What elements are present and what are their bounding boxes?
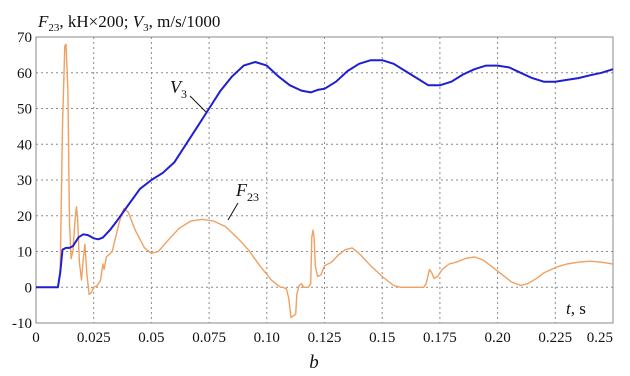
x-tick-label: 0.025 bbox=[77, 330, 111, 346]
x-tick-label: 0.175 bbox=[423, 330, 457, 346]
x-tick-label: 0.05 bbox=[138, 330, 164, 346]
series-line-f23 bbox=[36, 43, 614, 319]
x-tick-label: 0.075 bbox=[192, 330, 226, 346]
x-tick-label: 0.25 bbox=[587, 330, 613, 346]
x-axis-label: t, s bbox=[566, 299, 586, 318]
y-tick-label: 20 bbox=[17, 209, 32, 225]
x-label-symbol: t bbox=[566, 299, 572, 318]
y-tick-label: 50 bbox=[17, 102, 32, 118]
f23-label-leader bbox=[227, 202, 239, 221]
y-label-f-symbol: F bbox=[37, 12, 49, 31]
x-tick-label: 0.10 bbox=[254, 330, 280, 346]
f23-label-symbol: F bbox=[235, 180, 248, 200]
x-tick-label: 0 bbox=[32, 330, 40, 346]
f23-label-subscript: 23 bbox=[247, 190, 259, 204]
y-tick-label: 30 bbox=[17, 173, 32, 189]
x-tick-label: 0.225 bbox=[538, 330, 572, 346]
y-tick-label: 0 bbox=[25, 280, 33, 296]
series-label-v3: V3 bbox=[170, 77, 187, 101]
x-tick-label: 0.15 bbox=[369, 330, 395, 346]
y-label-f-unit: , kH×200; bbox=[59, 12, 132, 31]
v3-label-subscript: 3 bbox=[181, 87, 187, 101]
y-label-v-subscript: 3 bbox=[143, 22, 149, 34]
tick-labels: 0 0.025 0.05 0.075 0.10 0.125 0.15 0.175 0.20 0.2… bbox=[12, 30, 613, 346]
y-tick-label: 60 bbox=[17, 66, 32, 82]
y-label-v-unit: , m/s/1000 bbox=[149, 12, 221, 31]
x-tick-label: 0.20 bbox=[484, 330, 510, 346]
x-label-unit: , s bbox=[571, 299, 586, 318]
y-tick-label: 40 bbox=[17, 137, 32, 153]
y-label-f-subscript: 23 bbox=[48, 22, 60, 34]
v3-label-leader bbox=[189, 95, 207, 113]
y-axis-label: F23, kH×200; V3, m/s/1000 bbox=[37, 12, 220, 34]
y-tick-label: -10 bbox=[12, 316, 32, 332]
series-line-v3 bbox=[36, 59, 614, 289]
y-tick-label: 70 bbox=[17, 30, 32, 46]
series-group bbox=[36, 43, 614, 319]
v3-label-symbol: V bbox=[170, 77, 183, 97]
figure-caption: b bbox=[309, 352, 319, 373]
y-label-v-symbol: V bbox=[133, 12, 146, 31]
plot-area-border bbox=[35, 36, 614, 324]
grid bbox=[36, 37, 613, 323]
series-label-f23: F23 bbox=[235, 180, 259, 204]
x-tick-label: 0.125 bbox=[308, 330, 342, 346]
y-tick-label: 10 bbox=[17, 245, 32, 261]
